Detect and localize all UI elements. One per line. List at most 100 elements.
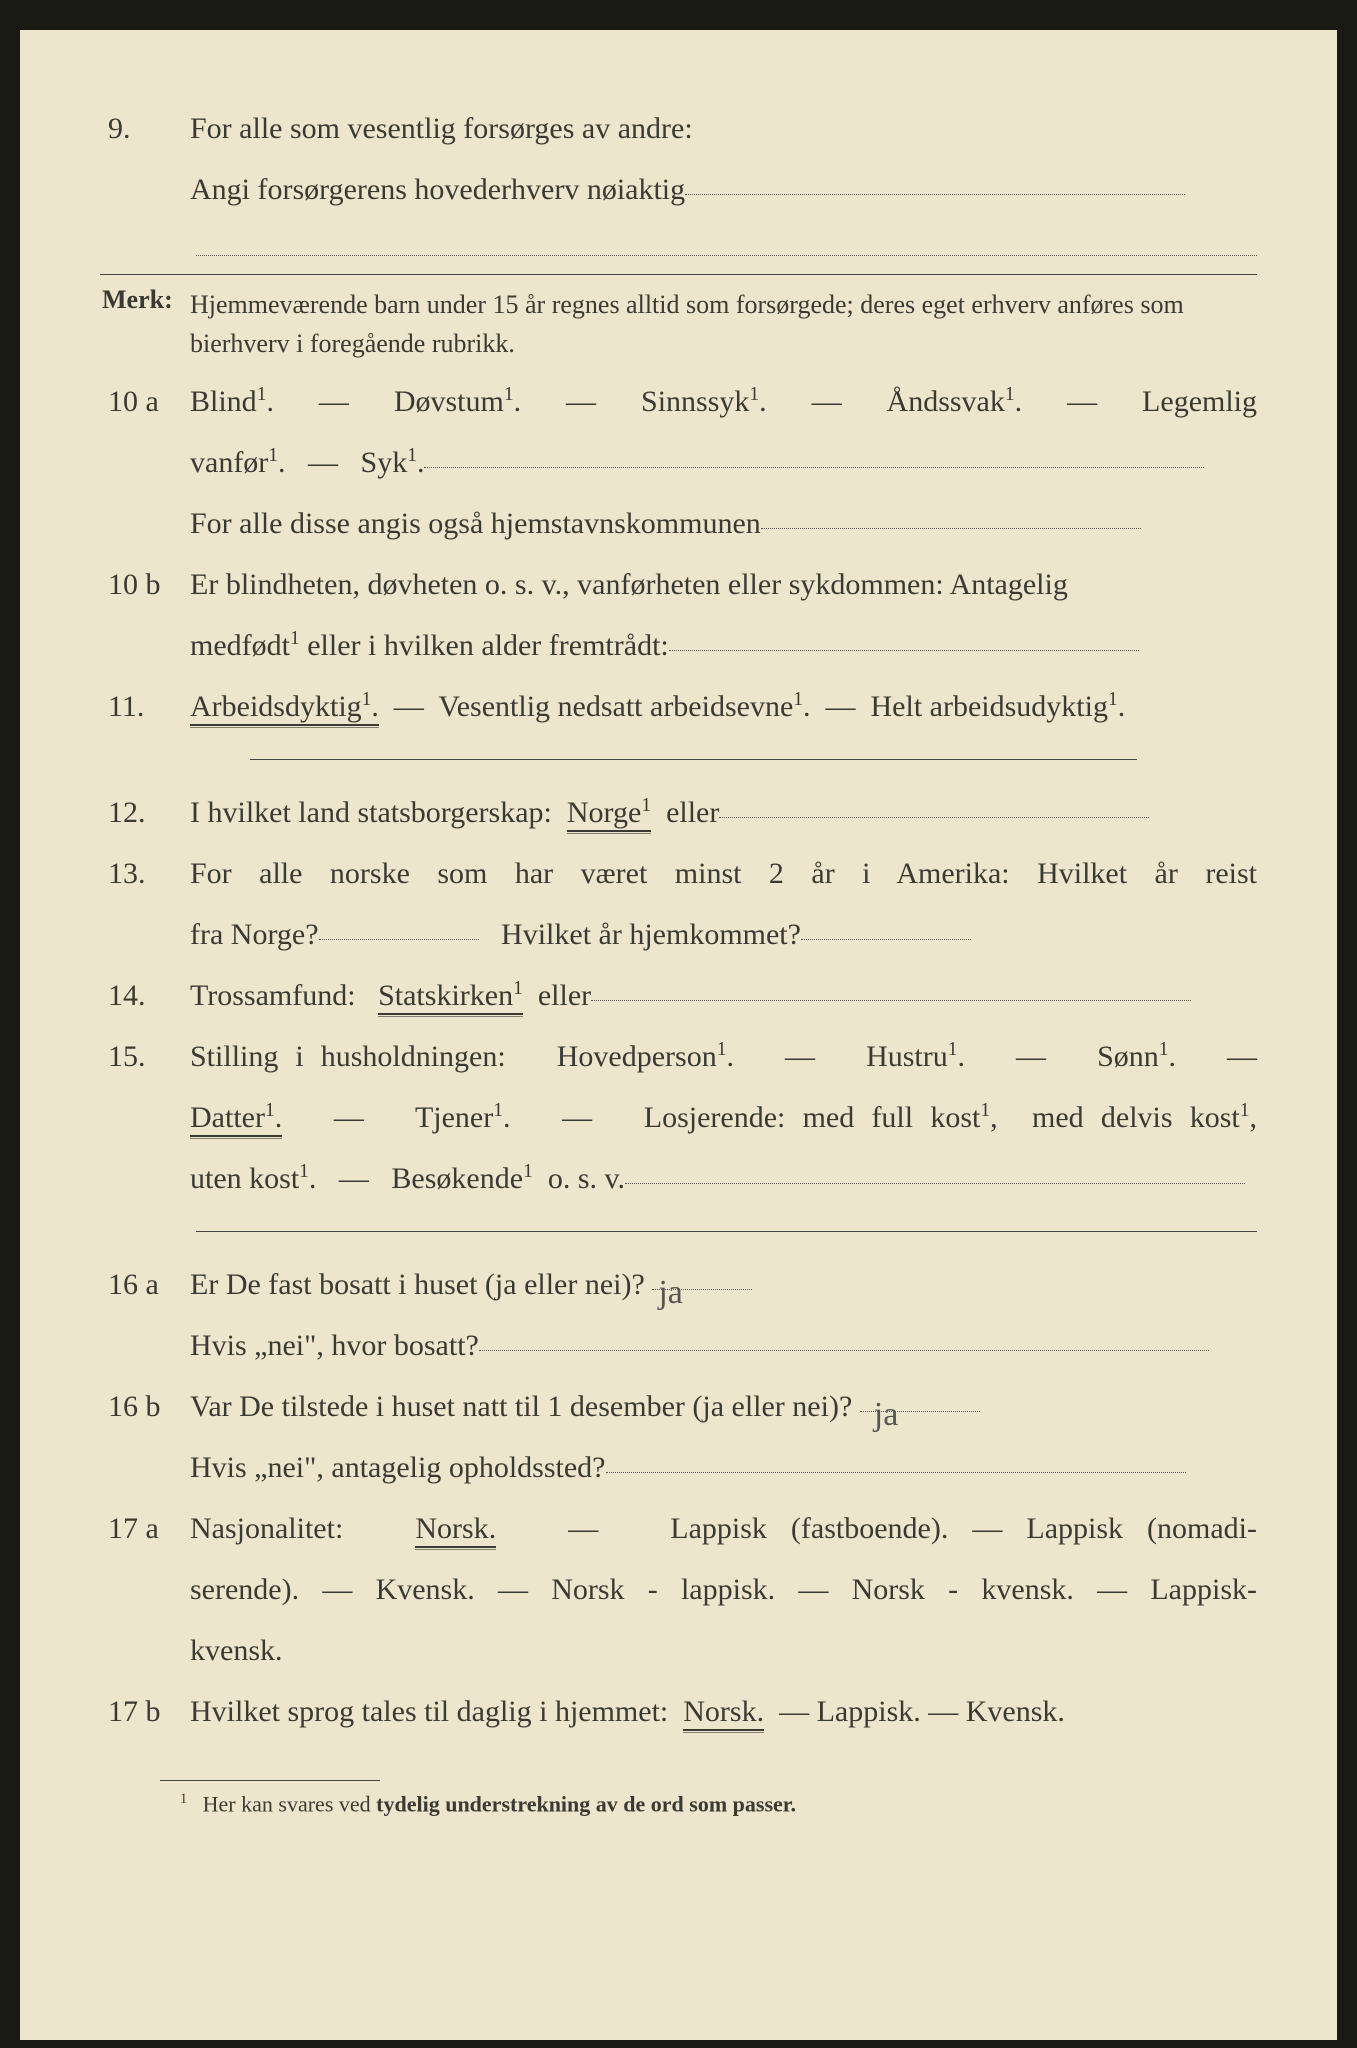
q16a-num: 16 a — [100, 1256, 190, 1313]
q10a-num: 10 a — [100, 373, 190, 430]
opt-sonn[interactable]: Sønn1. — [1097, 1040, 1176, 1073]
q17b-opts[interactable]: — Lappisk. — Kvensk. — [779, 1695, 1065, 1728]
q16b: 16 b Var De tilstede i huset natt til 1 … — [100, 1378, 1257, 1435]
census-form-page: 9. For alle som vesentlig forsørges av a… — [20, 30, 1337, 2040]
q9: 9. For alle som vesentlig forsørges av a… — [100, 100, 1257, 157]
q13-num: 13. — [100, 845, 190, 902]
opt-udyktig[interactable]: Helt arbeidsudyktig1. — [871, 690, 1126, 723]
fill-line[interactable] — [801, 939, 971, 940]
q16a: 16 a Er De fast bosatt i huset (ja eller… — [100, 1256, 1257, 1313]
footnote-marker: 1 — [180, 1791, 187, 1807]
q13-text2: fra Norge? — [190, 918, 319, 951]
fill-line[interactable]: ja — [652, 1289, 752, 1290]
opt-uten-kost[interactable]: uten kost1. — [190, 1162, 316, 1195]
q13-row2: fra Norge? Hvilket år hjemkommet? — [100, 906, 1257, 963]
opt-tjener[interactable]: Tjener1. — [415, 1101, 511, 1134]
q17a: 17 a Nasjonalitet: Norsk. — Lappisk (fas… — [100, 1500, 1257, 1557]
fill-line[interactable] — [606, 1472, 1186, 1473]
opt-nedsatt[interactable]: Vesentlig nedsatt arbeidsevne1. — [438, 690, 810, 723]
fill-line[interactable]: ja — [860, 1411, 980, 1412]
q9-line1: For alle som vesentlig forsørges av andr… — [190, 100, 1257, 157]
opt-norge[interactable]: Norge1 — [567, 796, 651, 832]
q10b-text2b: eller i hvilken alder fremtrådt: — [307, 629, 669, 662]
q15-row3: uten kost1. — Besøkende1 o. s. v. — [100, 1150, 1257, 1207]
q10b-text1: Er blindheten, døvheten o. s. v., vanfør… — [190, 556, 1257, 613]
q14-text1: Trossamfund: — [190, 979, 356, 1012]
opt-hustru[interactable]: Hustru1. — [866, 1040, 965, 1073]
q17a-label: Nasjonalitet: — [190, 1512, 343, 1545]
fill-line[interactable] — [196, 226, 1257, 256]
q17b-num: 17 b — [100, 1683, 190, 1740]
q9-line2: Angi forsørgerens hovederhverv nøiaktig — [190, 173, 685, 206]
opt-datter[interactable]: Datter1. — [190, 1101, 282, 1137]
q12-text1: I hvilket land statsborgerskap: — [190, 796, 552, 829]
q9-row2: Angi forsørgerens hovederhverv nøiaktig — [100, 161, 1257, 218]
fill-line[interactable] — [685, 194, 1185, 195]
q14: 14. Trossamfund: Statskirken1 eller — [100, 967, 1257, 1024]
q13: 13. For alle norske som har været minst … — [100, 845, 1257, 902]
opt-legemlig[interactable]: Legemlig — [1142, 385, 1257, 418]
q11-num: 11. — [100, 678, 190, 735]
q10b-row2: medfødt1 eller i hvilken alder fremtrådt… — [100, 617, 1257, 674]
opt-syk[interactable]: Syk1. — [361, 446, 425, 479]
merk-note: Merk: Hjemmeværende barn under 15 år reg… — [100, 274, 1257, 363]
handwritten-answer: ja — [658, 1261, 683, 1326]
divider — [250, 759, 1137, 760]
q16a-text1: Er De fast bosatt i huset (ja eller nei)… — [190, 1268, 645, 1301]
q12: 12. I hvilket land statsborgerskap: Norg… — [100, 784, 1257, 841]
q17a-opts2[interactable]: serende). — Kvensk. — Norsk - lappisk. —… — [190, 1561, 1257, 1618]
fill-line[interactable] — [319, 939, 479, 940]
q17b-text: Hvilket sprog tales til daglig i hjemmet… — [190, 1695, 668, 1728]
opt-andssvak[interactable]: Åndssvak1. — [887, 385, 1023, 418]
opt-blind[interactable]: Blind1. — [190, 385, 274, 418]
opt-sinnssyk[interactable]: Sinnssyk1. — [641, 385, 767, 418]
opt-statskirken[interactable]: Statskirken1 — [378, 979, 523, 1015]
fill-line[interactable] — [761, 528, 1141, 529]
opt-losjerende-delvis[interactable]: med delvis kost1, — [1032, 1101, 1257, 1134]
opt-losjerende-full[interactable]: Losjerende: med full kost1, — [644, 1101, 998, 1134]
q17a-row3: kvensk. — [100, 1622, 1257, 1679]
footnote-bold: tydelig understrekning av de ord som pas… — [376, 1791, 796, 1816]
q10a-row2: vanfør1. — Syk1. — [100, 434, 1257, 491]
q17a-opts3[interactable]: kvensk. — [190, 1622, 1257, 1679]
fill-line[interactable] — [591, 1000, 1191, 1001]
opt-vanfor[interactable]: vanfør1. — [190, 446, 286, 479]
q15: 15. Stilling i husholdningen: Hovedperso… — [100, 1028, 1257, 1085]
q10a-row3: For alle disse angis også hjemstavnskomm… — [100, 495, 1257, 552]
opt-medfodt[interactable]: medfødt1 — [190, 629, 300, 662]
q17b: 17 b Hvilket sprog tales til daglig i hj… — [100, 1683, 1257, 1740]
fill-line[interactable] — [424, 467, 1204, 468]
opt-dovstum[interactable]: Døvstum1. — [394, 385, 521, 418]
opt-arbeidsdyktig[interactable]: Arbeidsdyktig1. — [190, 690, 379, 726]
q14-num: 14. — [100, 967, 190, 1024]
opt-besokende[interactable]: Besøkende1 — [391, 1162, 532, 1195]
fill-line[interactable] — [625, 1183, 1245, 1184]
divider — [196, 1231, 1257, 1232]
q15-osv: o. s. v. — [548, 1162, 625, 1195]
footnote-text: Her kan svares ved — [203, 1791, 377, 1816]
q9-num: 9. — [100, 100, 190, 157]
opt-norsk[interactable]: Norsk. — [415, 1512, 496, 1548]
q16b-num: 16 b — [100, 1378, 190, 1435]
q15-row2: Datter1. — Tjener1. — Losjerende: med fu… — [100, 1089, 1257, 1146]
merk-text: Hjemmeværende barn under 15 år regnes al… — [190, 285, 1257, 363]
opt-norsk-lang[interactable]: Norsk. — [683, 1695, 764, 1731]
footnote-rule — [160, 1780, 380, 1781]
fill-line[interactable] — [479, 1350, 1209, 1351]
fill-line[interactable] — [719, 817, 1149, 818]
q12-num: 12. — [100, 784, 190, 841]
fill-line[interactable] — [669, 650, 1139, 651]
footnote: 1 Her kan svares ved tydelig understrekn… — [100, 1791, 1257, 1817]
q11: 11. Arbeidsdyktig1. — Vesentlig nedsatt … — [100, 678, 1257, 735]
q13-text1: For alle norske som har været minst 2 år… — [190, 845, 1257, 902]
q10a: 10 a Blind1. — Døvstum1. — Sinnssyk1. — … — [100, 373, 1257, 430]
q15-num: 15. — [100, 1028, 190, 1085]
q17a-num: 17 a — [100, 1500, 190, 1557]
q17a-opts1[interactable]: Lappisk (fastboende). — Lappisk (nomadi- — [670, 1512, 1257, 1545]
q17a-row2: serende). — Kvensk. — Norsk - lappisk. —… — [100, 1561, 1257, 1618]
q16b-text1: Var De tilstede i huset natt til 1 desem… — [190, 1390, 852, 1423]
handwritten-answer: ja — [874, 1383, 899, 1448]
opt-hovedperson[interactable]: Hovedperson1. — [557, 1040, 734, 1073]
q12-text2: eller — [666, 796, 719, 829]
q10b-num: 10 b — [100, 556, 190, 613]
